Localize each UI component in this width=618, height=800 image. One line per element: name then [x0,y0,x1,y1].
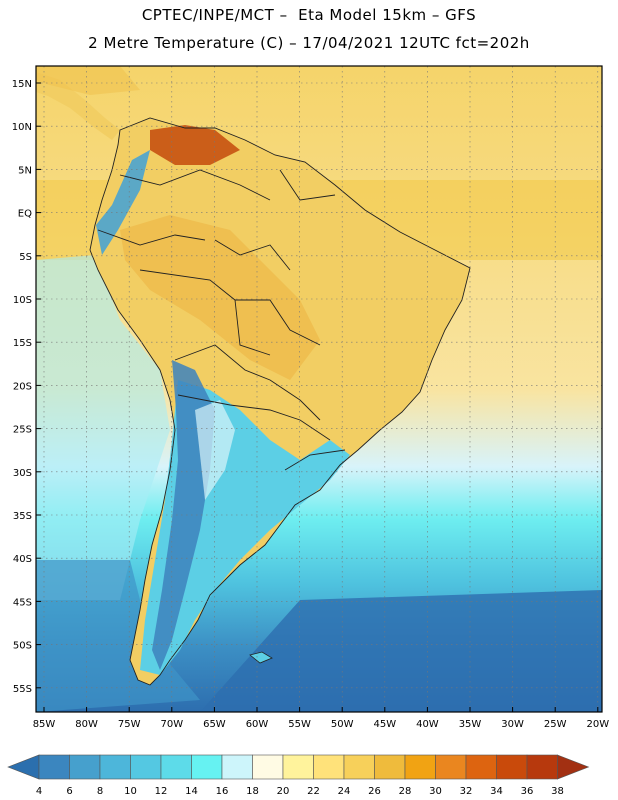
lon-label: 70W [160,719,183,730]
lat-label: 30S [13,468,32,479]
map-subtitle: 2 Metre Temperature (C) – 17/04/2021 12U… [88,34,530,52]
lon-label: 30W [501,719,524,730]
colorbar-swatch [282,754,314,780]
lon-label: 60W [246,719,269,730]
lat-label: 55S [13,684,32,695]
lat-label: 10N [12,122,32,133]
lon-label: 80W [75,719,98,730]
colorbar-tick-label: 36 [521,786,534,797]
colorbar-tick-label: 38 [551,786,564,797]
hot-spot-north [150,125,240,165]
lat-label: 20S [13,381,32,392]
lat-label: 10S [13,295,32,306]
colorbar-tick-label: 12 [155,786,168,797]
colorbar-swatch [526,754,558,780]
colorbar: 4 6 8 10 12 14 16 18 20 22 24 26 28 30 32 34 36 38 [7,754,590,797]
colorbar-swatch [343,754,375,780]
lat-label: EQ [18,209,32,220]
colorbar-min-arrow [7,754,40,780]
lat-label: 25S [13,425,32,436]
andes-north [96,150,150,255]
colorbar-swatch [374,754,406,780]
lat-label: 45S [13,597,32,608]
colorbar-tick-label: 20 [277,786,290,797]
lat-label: 15N [12,79,32,90]
pacific-cool-water [36,255,170,600]
colorbar-tick-label: 28 [399,786,412,797]
lon-label: 55W [288,719,311,730]
map-title: CPTEC/INPE/MCT – Eta Model 15km – GFS [141,6,477,24]
lon-label: 20W [586,719,609,730]
latitude-axis: 15N 10N 5N EQ 5S 10S 15S 20S 25S 30S 35S 40S 45S 50S 5… [12,79,41,695]
colorbar-swatch [69,754,101,780]
lon-label: 45W [373,719,396,730]
colorbar-swatch [99,754,131,780]
country-borders [89,117,471,686]
lon-label: 25W [544,719,567,730]
colorbar-tick-label: 24 [338,786,351,797]
colorbar-swatch [404,754,436,780]
colorbar-swatch [130,754,162,780]
central-america-land [36,72,120,140]
map-field [36,66,602,712]
warm-interior [120,215,320,380]
colorbar-tick-label: 34 [490,786,503,797]
lon-label: 40W [416,719,439,730]
colorbar-tick-label: 10 [124,786,137,797]
colorbar-swatch [221,754,253,780]
lat-label: 5S [19,252,32,263]
lon-label: 65W [203,719,226,730]
lon-label: 35W [459,719,482,730]
altiplano [195,400,235,500]
colorbar-tick-label: 4 [36,786,42,797]
falkland-islands [249,651,273,664]
colorbar-tick-label: 8 [97,786,103,797]
colorbar-swatch [496,754,528,780]
southern-atlantic-cold [200,590,602,712]
lat-label: 15S [13,338,32,349]
colorbar-tick-label: 18 [246,786,259,797]
colorbar-tick-label: 30 [429,786,442,797]
colorbar-tick-label: 26 [368,786,381,797]
lat-label: 5N [18,165,32,176]
lat-label: 50S [13,641,32,652]
colorbar-tick-label: 32 [460,786,473,797]
colorbar-tick-label: 22 [307,786,320,797]
colorbar-swatch [38,754,70,780]
colorbar-swatch [435,754,467,780]
colorbar-tick-label: 14 [185,786,198,797]
lat-label: 40S [13,554,32,565]
lon-label: 50W [331,719,354,730]
colorbar-swatch [252,754,284,780]
colorbar-swatch [465,754,497,780]
colorbar-tick-label: 6 [66,786,72,797]
longitude-axis: 85W 80W 75W 70W 65W 60W 55W 50W 45W 40W 35W 30W 25W 2… [33,707,609,730]
caribbean-sea-warm [36,66,140,95]
lat-label: 35S [13,511,32,522]
colorbar-swatch [160,754,192,780]
map-frame [35,65,603,713]
colorbar-max-arrow [557,754,590,780]
colorbar-swatch [313,754,345,780]
lon-label: 85W [33,719,56,730]
colorbar-tick-label: 16 [216,786,229,797]
lon-label: 75W [118,719,141,730]
colorbar-swatch [191,754,223,780]
